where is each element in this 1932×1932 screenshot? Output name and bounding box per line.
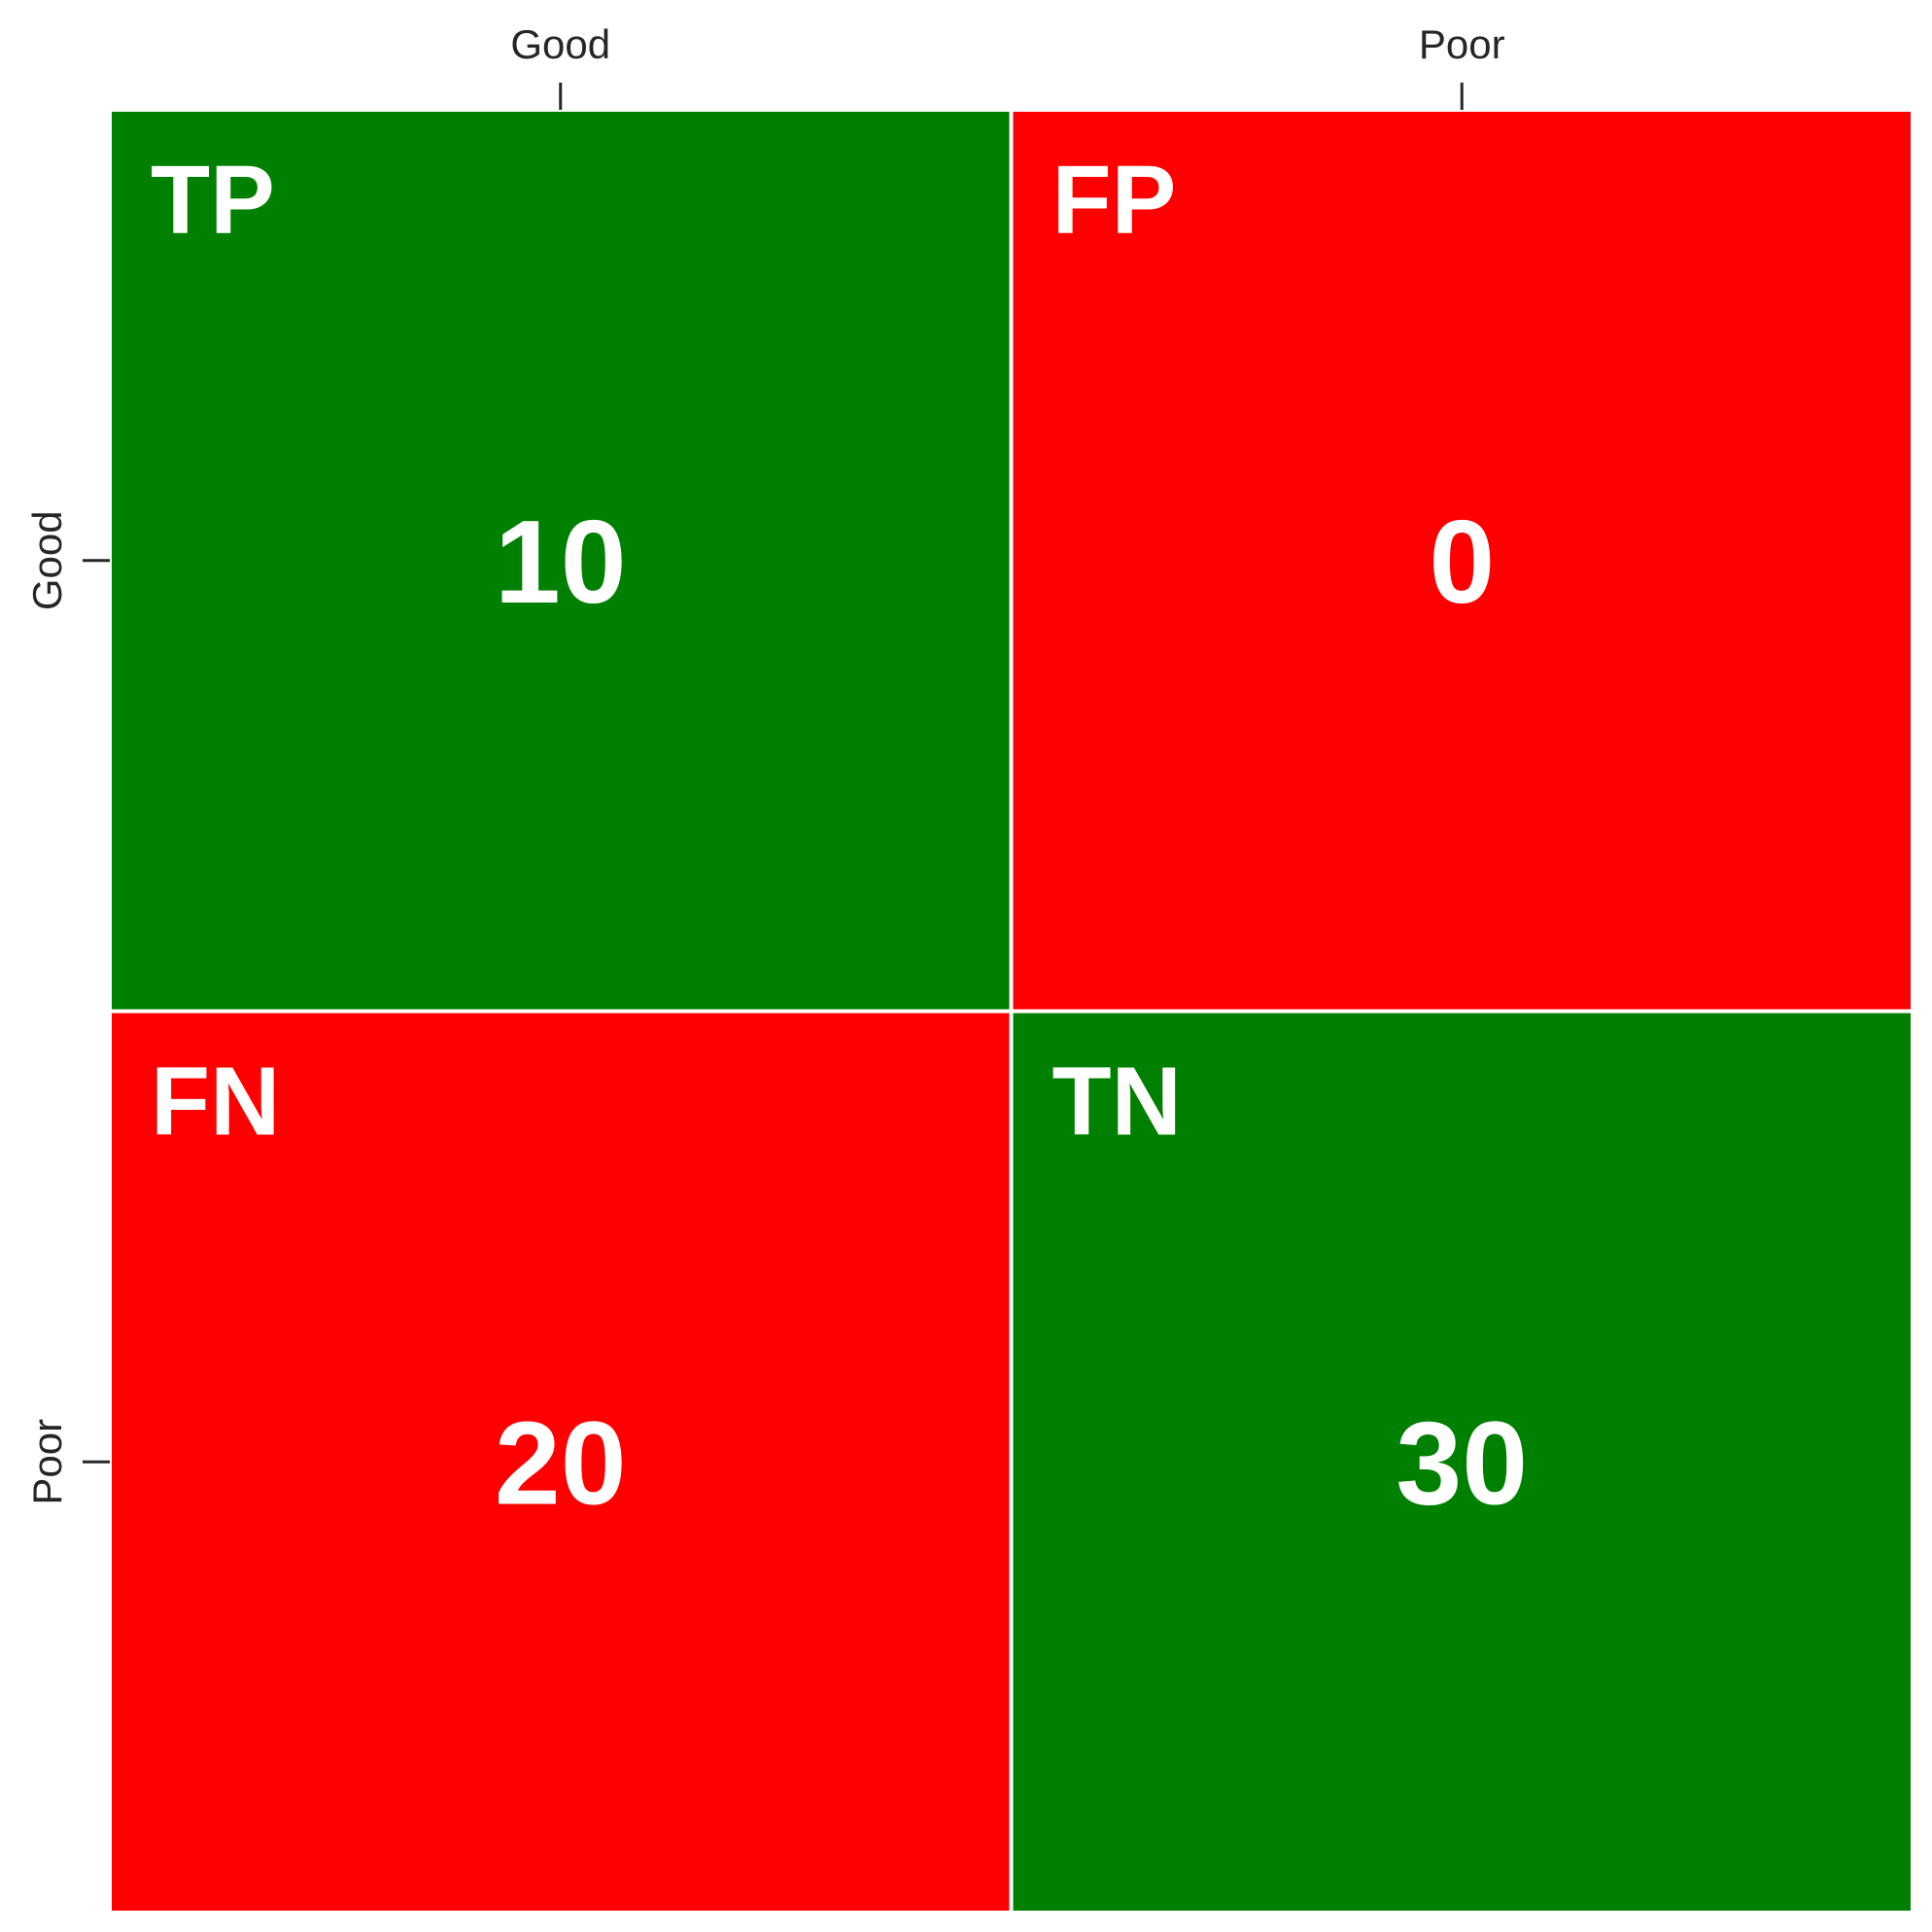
cell-value-tp: 10 [495,496,627,628]
cell-tp [112,112,1010,1010]
matrix-cells: TP 10 FP 0 FN 20 TN 30 [112,112,1911,1911]
quadrant-label-tn: TN [1052,1048,1182,1156]
quadrant-label-tp: TP [151,146,275,255]
cell-fn [112,1013,1010,1911]
cell-value-fn: 20 [495,1397,627,1529]
cell-value-tn: 30 [1396,1397,1528,1529]
cell-fp [1013,112,1911,1010]
x-axis-ticks: Good Poor [510,21,1505,110]
cell-value-fp: 0 [1429,496,1495,628]
y-tick-label-1: Poor [24,1419,70,1505]
x-tick-label-1: Poor [1419,21,1505,67]
y-tick-label-0: Good [24,510,70,610]
y-axis-ticks: Good Poor [24,510,110,1505]
quadrant-label-fp: FP [1052,146,1177,255]
x-tick-label-0: Good [510,21,610,67]
cell-tn [1013,1013,1911,1911]
quadrant-label-fn: FN [151,1048,280,1156]
